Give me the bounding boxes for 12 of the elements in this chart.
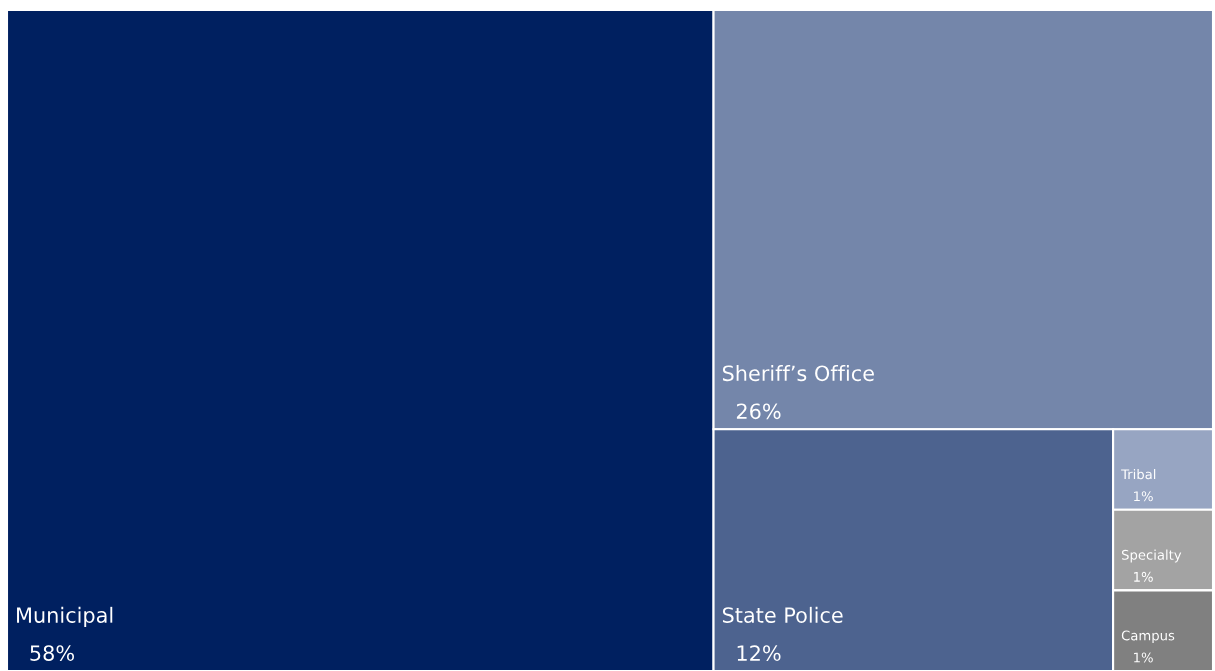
category-label: Tribal	[1121, 469, 1156, 480]
category-label: State Police	[722, 606, 843, 623]
category-label: Municipal	[17, 606, 113, 627]
category-label: Specialty	[1121, 549, 1182, 563]
data-label: 1%	[1134, 652, 1153, 663]
data-label: 58%	[30, 645, 74, 661]
data-label: 1%	[1134, 571, 1153, 582]
category-label: Campus	[1121, 630, 1175, 643]
category-label: Sheriff’s Office	[722, 365, 874, 382]
data-label: 12%	[737, 645, 781, 661]
data-label: 26%	[736, 403, 781, 420]
data-label: 1%	[1134, 491, 1153, 502]
